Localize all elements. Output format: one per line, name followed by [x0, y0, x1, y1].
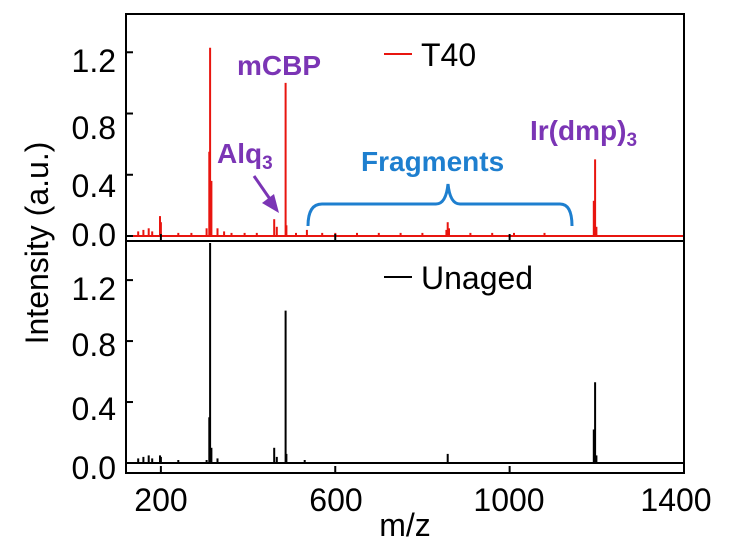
top-y-tick-label: 0.8	[72, 110, 116, 146]
bottom-y-tick-label: 1.2	[72, 271, 116, 307]
t40-legend-label: T40	[421, 37, 476, 73]
fragments-brace	[306, 183, 574, 227]
alq3-arrowhead	[262, 194, 279, 213]
x-tick-label: 1400	[640, 482, 711, 518]
ir-dmp3-label-subscript: 3	[626, 130, 637, 151]
alq3-arrow-shaft	[252, 175, 274, 203]
alq3-label-subscript: 3	[262, 153, 273, 174]
top-y-tick-label: 0.0	[72, 217, 116, 253]
fragments-label: Fragments	[361, 146, 504, 177]
mcbp-label: mCBP	[237, 50, 321, 81]
bottom-y-tick-label: 0.0	[72, 450, 116, 486]
x-axis-title: m/z	[379, 507, 431, 543]
alq3-label: Alq3	[217, 138, 273, 174]
unaged-series	[126, 243, 684, 464]
y-axis-title: Intensity (a.u.)	[19, 142, 55, 345]
alq3-label-base: Alq	[217, 138, 262, 169]
bottom-y-tick-label: 0.8	[72, 327, 116, 363]
t40-series	[126, 47, 684, 237]
bottom-panel-frame	[125, 240, 685, 474]
top-y-tick-label: 0.4	[72, 168, 116, 204]
axis-ticks	[126, 51, 685, 473]
unaged-legend-label: Unaged	[421, 260, 533, 296]
top-y-tick-label: 1.2	[72, 43, 116, 79]
x-tick-label: 1000	[473, 482, 544, 518]
bottom-y-tick-label: 0.4	[72, 391, 116, 427]
x-tick-label: 600	[309, 482, 362, 518]
x-tick-label: 200	[134, 482, 187, 518]
ir-dmp3-label: Ir(dmp)3	[530, 115, 637, 151]
ir-dmp3-label-base: Ir(dmp)	[530, 115, 626, 146]
